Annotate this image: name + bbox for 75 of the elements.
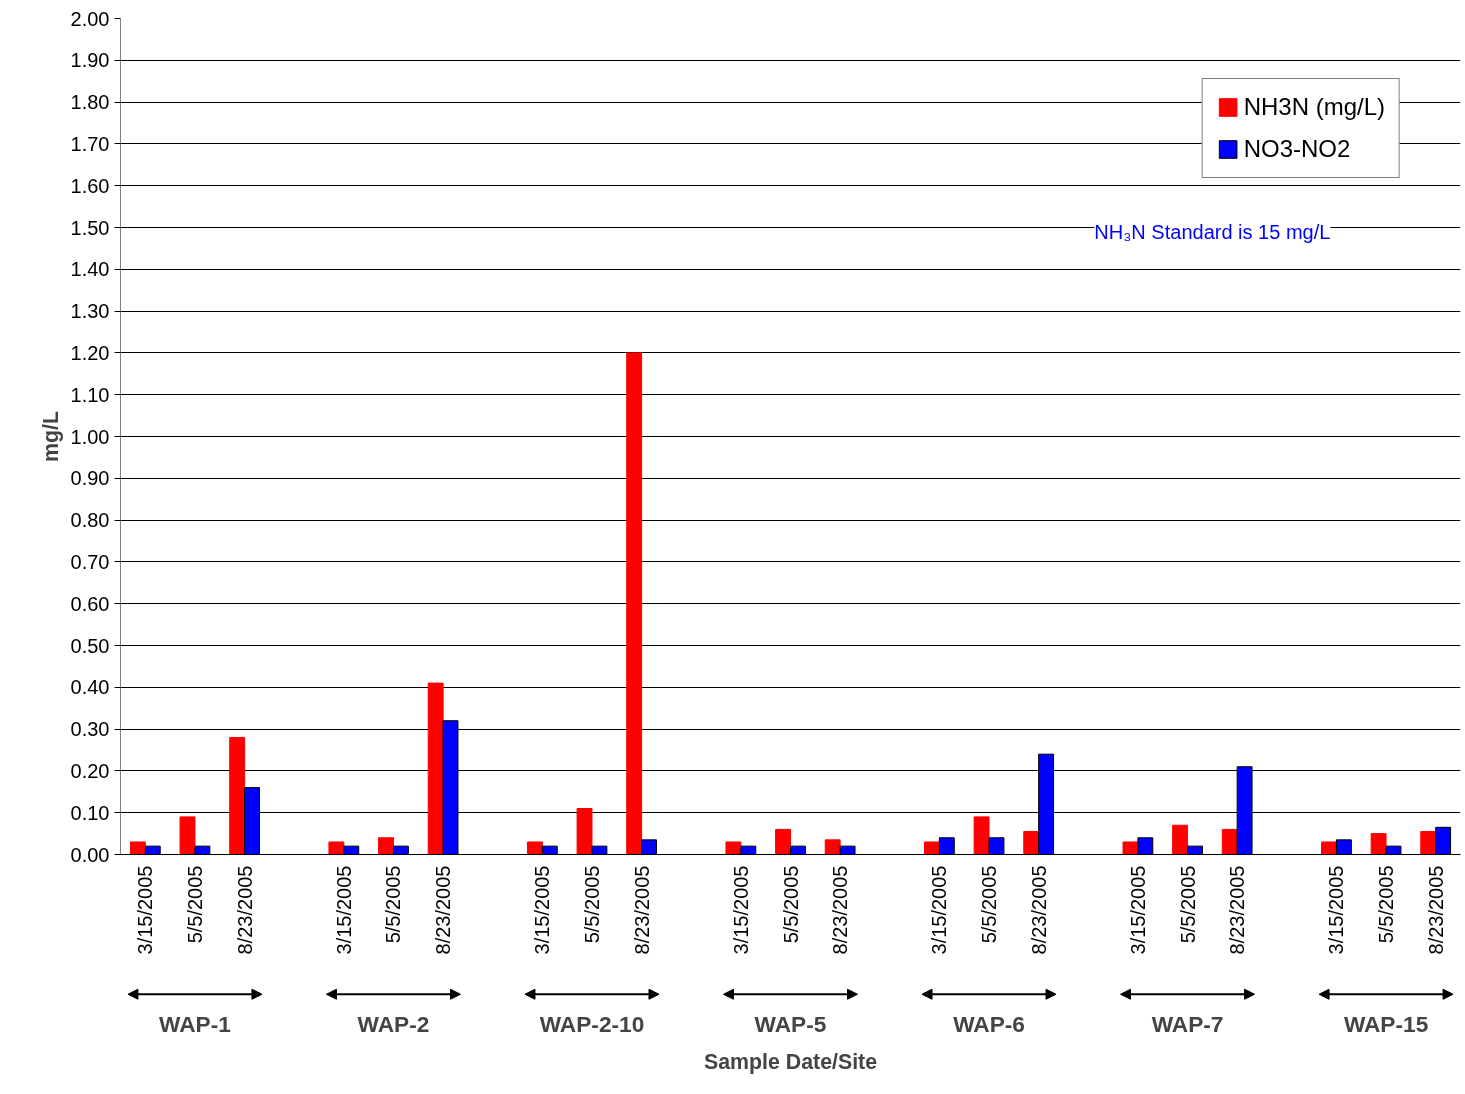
- x-tick-label: 3/15/2005: [1325, 865, 1348, 955]
- bar: [1321, 841, 1337, 855]
- x-tick-label: 3/15/2005: [134, 865, 157, 955]
- y-tick-label: 2.00: [70, 7, 110, 30]
- x-tick-label: 3/15/2005: [1126, 865, 1149, 955]
- bar: [576, 808, 593, 855]
- bar: [328, 841, 345, 855]
- y-tick-label: 1.50: [70, 216, 110, 239]
- bar: [725, 841, 742, 855]
- legend-label: NH3N (mg/L): [1243, 93, 1385, 121]
- text: WAP-6: [953, 1010, 1025, 1037]
- bar: [526, 841, 543, 855]
- legend-label: NO3-NO2: [1243, 135, 1351, 163]
- annotation: NH₃N Standard is 15 mg/L: [1094, 220, 1331, 243]
- bar: [626, 352, 643, 855]
- y-tick-label: 0.10: [70, 801, 110, 824]
- bar: [824, 839, 841, 855]
- bar: [229, 736, 246, 855]
- y-tick-label: 1.70: [70, 132, 110, 155]
- x-tick-label: 8/23/2005: [630, 865, 653, 955]
- y-tick-label: 0.30: [70, 718, 110, 741]
- y-tick-label: 0.40: [70, 676, 110, 699]
- x-axis-title: Sample Date/Site: [703, 1049, 878, 1074]
- text: WAP-5: [754, 1010, 827, 1037]
- x-tick-label: 3/15/2005: [928, 865, 951, 955]
- y-tick-label: 0.50: [70, 634, 110, 657]
- y-tick-label: 1.30: [70, 300, 110, 323]
- bar: [775, 828, 791, 855]
- y-tick-label: 0.90: [70, 467, 110, 490]
- x-tick-label: 5/5/2005: [580, 865, 603, 944]
- bar: [179, 816, 196, 855]
- bar: [1370, 833, 1387, 855]
- text: WAP-7: [1151, 1010, 1224, 1037]
- y-tick-label: 1.40: [70, 258, 110, 281]
- x-tick-label: 8/23/2005: [233, 865, 256, 955]
- bar: [973, 816, 990, 855]
- y-tick-label: 1.90: [70, 49, 110, 72]
- x-tick-label: 8/23/2005: [432, 865, 455, 955]
- bar: [129, 841, 146, 855]
- x-tick-label: 5/5/2005: [183, 865, 206, 944]
- text: WAP-2-10: [539, 1010, 645, 1037]
- x-tick-label: 3/15/2005: [729, 865, 752, 955]
- x-tick-label: 5/5/2005: [1176, 865, 1199, 944]
- y-tick-label: 1.80: [70, 91, 110, 114]
- x-tick-label: 3/15/2005: [332, 865, 355, 955]
- y-tick-label: 1.20: [70, 341, 110, 364]
- x-tick-label: 5/5/2005: [779, 865, 802, 944]
- x-tick-label: 8/23/2005: [829, 865, 852, 955]
- x-tick-label: 8/23/2005: [1027, 865, 1050, 955]
- text: WAP-1: [159, 1010, 231, 1037]
- y-tick-label: 1.60: [70, 174, 110, 197]
- bar: [378, 837, 394, 855]
- y-tick-label: 0.60: [70, 592, 110, 615]
- y-axis-title: mg/L: [38, 411, 63, 462]
- text: WAP-15: [1343, 1010, 1429, 1037]
- text: WAP-2: [357, 1010, 430, 1037]
- y-tick-label: 0.80: [70, 509, 110, 532]
- x-tick-label: 5/5/2005: [382, 865, 405, 944]
- bar: [1420, 831, 1437, 855]
- x-tick-label: 8/23/2005: [1424, 865, 1447, 955]
- y-tick-label: 0.20: [70, 759, 110, 782]
- bar: [1023, 831, 1040, 855]
- bar: [427, 682, 444, 855]
- x-tick-label: 5/5/2005: [1375, 865, 1398, 944]
- bar: [1172, 824, 1189, 855]
- bar: [924, 841, 940, 855]
- y-tick-label: 1.10: [70, 383, 110, 406]
- y-tick-label: 0.70: [70, 550, 110, 573]
- bar: [1122, 841, 1139, 855]
- x-tick-label: 3/15/2005: [531, 865, 554, 955]
- bar: [1221, 828, 1238, 855]
- y-tick-label: 1.00: [70, 425, 110, 448]
- x-tick-label: 8/23/2005: [1226, 865, 1249, 955]
- y-tick-label: 0.00: [70, 843, 110, 866]
- x-tick-label: 5/5/2005: [978, 865, 1001, 944]
